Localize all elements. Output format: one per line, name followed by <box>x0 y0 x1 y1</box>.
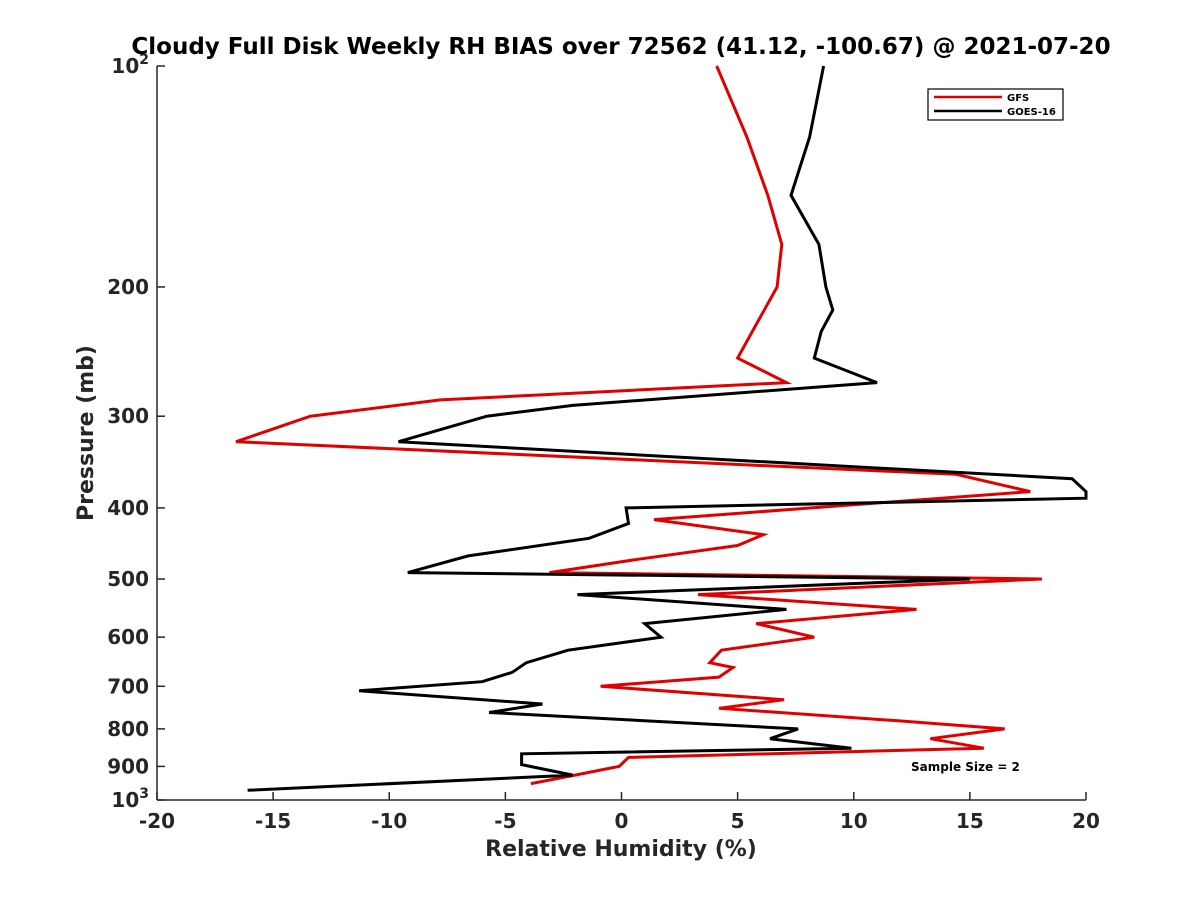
x-axis-label: Relative Humidity (%) <box>485 837 757 862</box>
legend-box <box>927 88 1064 121</box>
y-tick-label: 500 <box>107 567 149 591</box>
y-tick-label: 400 <box>107 496 149 520</box>
y-tick-label: 900 <box>107 754 149 778</box>
series-line-gfs <box>235 65 1042 786</box>
y-tick-group: 102 200 300 400 500 600 700 800 900 103 <box>107 52 165 812</box>
y-tick-label: 102 <box>111 52 149 78</box>
x-tick-label: -15 <box>255 809 291 833</box>
y-tick-label: 800 <box>107 717 149 741</box>
x-tick-label: 5 <box>731 809 745 833</box>
y-tick-label: 600 <box>107 625 149 649</box>
y-tick-label: 300 <box>107 404 149 428</box>
x-tick-label: 15 <box>956 809 984 833</box>
legend-label-goes-16: GOES-16 <box>1007 107 1056 118</box>
x-tick-label: 10 <box>840 809 868 833</box>
plot-area <box>157 66 1086 800</box>
x-tick-label: 20 <box>1072 809 1100 833</box>
x-tick-label: 0 <box>615 809 629 833</box>
y-axis-label: Pressure (mb) <box>74 345 99 521</box>
x-tick-label: -10 <box>371 809 407 833</box>
series-line-goes-16 <box>247 65 1088 792</box>
y-tick-label: 200 <box>107 275 149 299</box>
y-tick-label: 103 <box>111 786 149 812</box>
series-layer <box>235 65 1088 792</box>
legend-label-gfs: GFS <box>1007 93 1029 104</box>
legend: GFS GOES-16 <box>927 88 1064 121</box>
x-tick-group: -20 -15 -10 -5 0 5 10 15 20 <box>139 792 1100 833</box>
x-tick-label: -5 <box>494 809 516 833</box>
x-tick-label: -20 <box>139 809 175 833</box>
y-tick-label: 700 <box>107 674 149 698</box>
sample-size-annotation: Sample Size = 2 <box>911 760 1020 774</box>
chart-title: Cloudy Full Disk Weekly RH BIAS over 725… <box>131 34 1110 60</box>
